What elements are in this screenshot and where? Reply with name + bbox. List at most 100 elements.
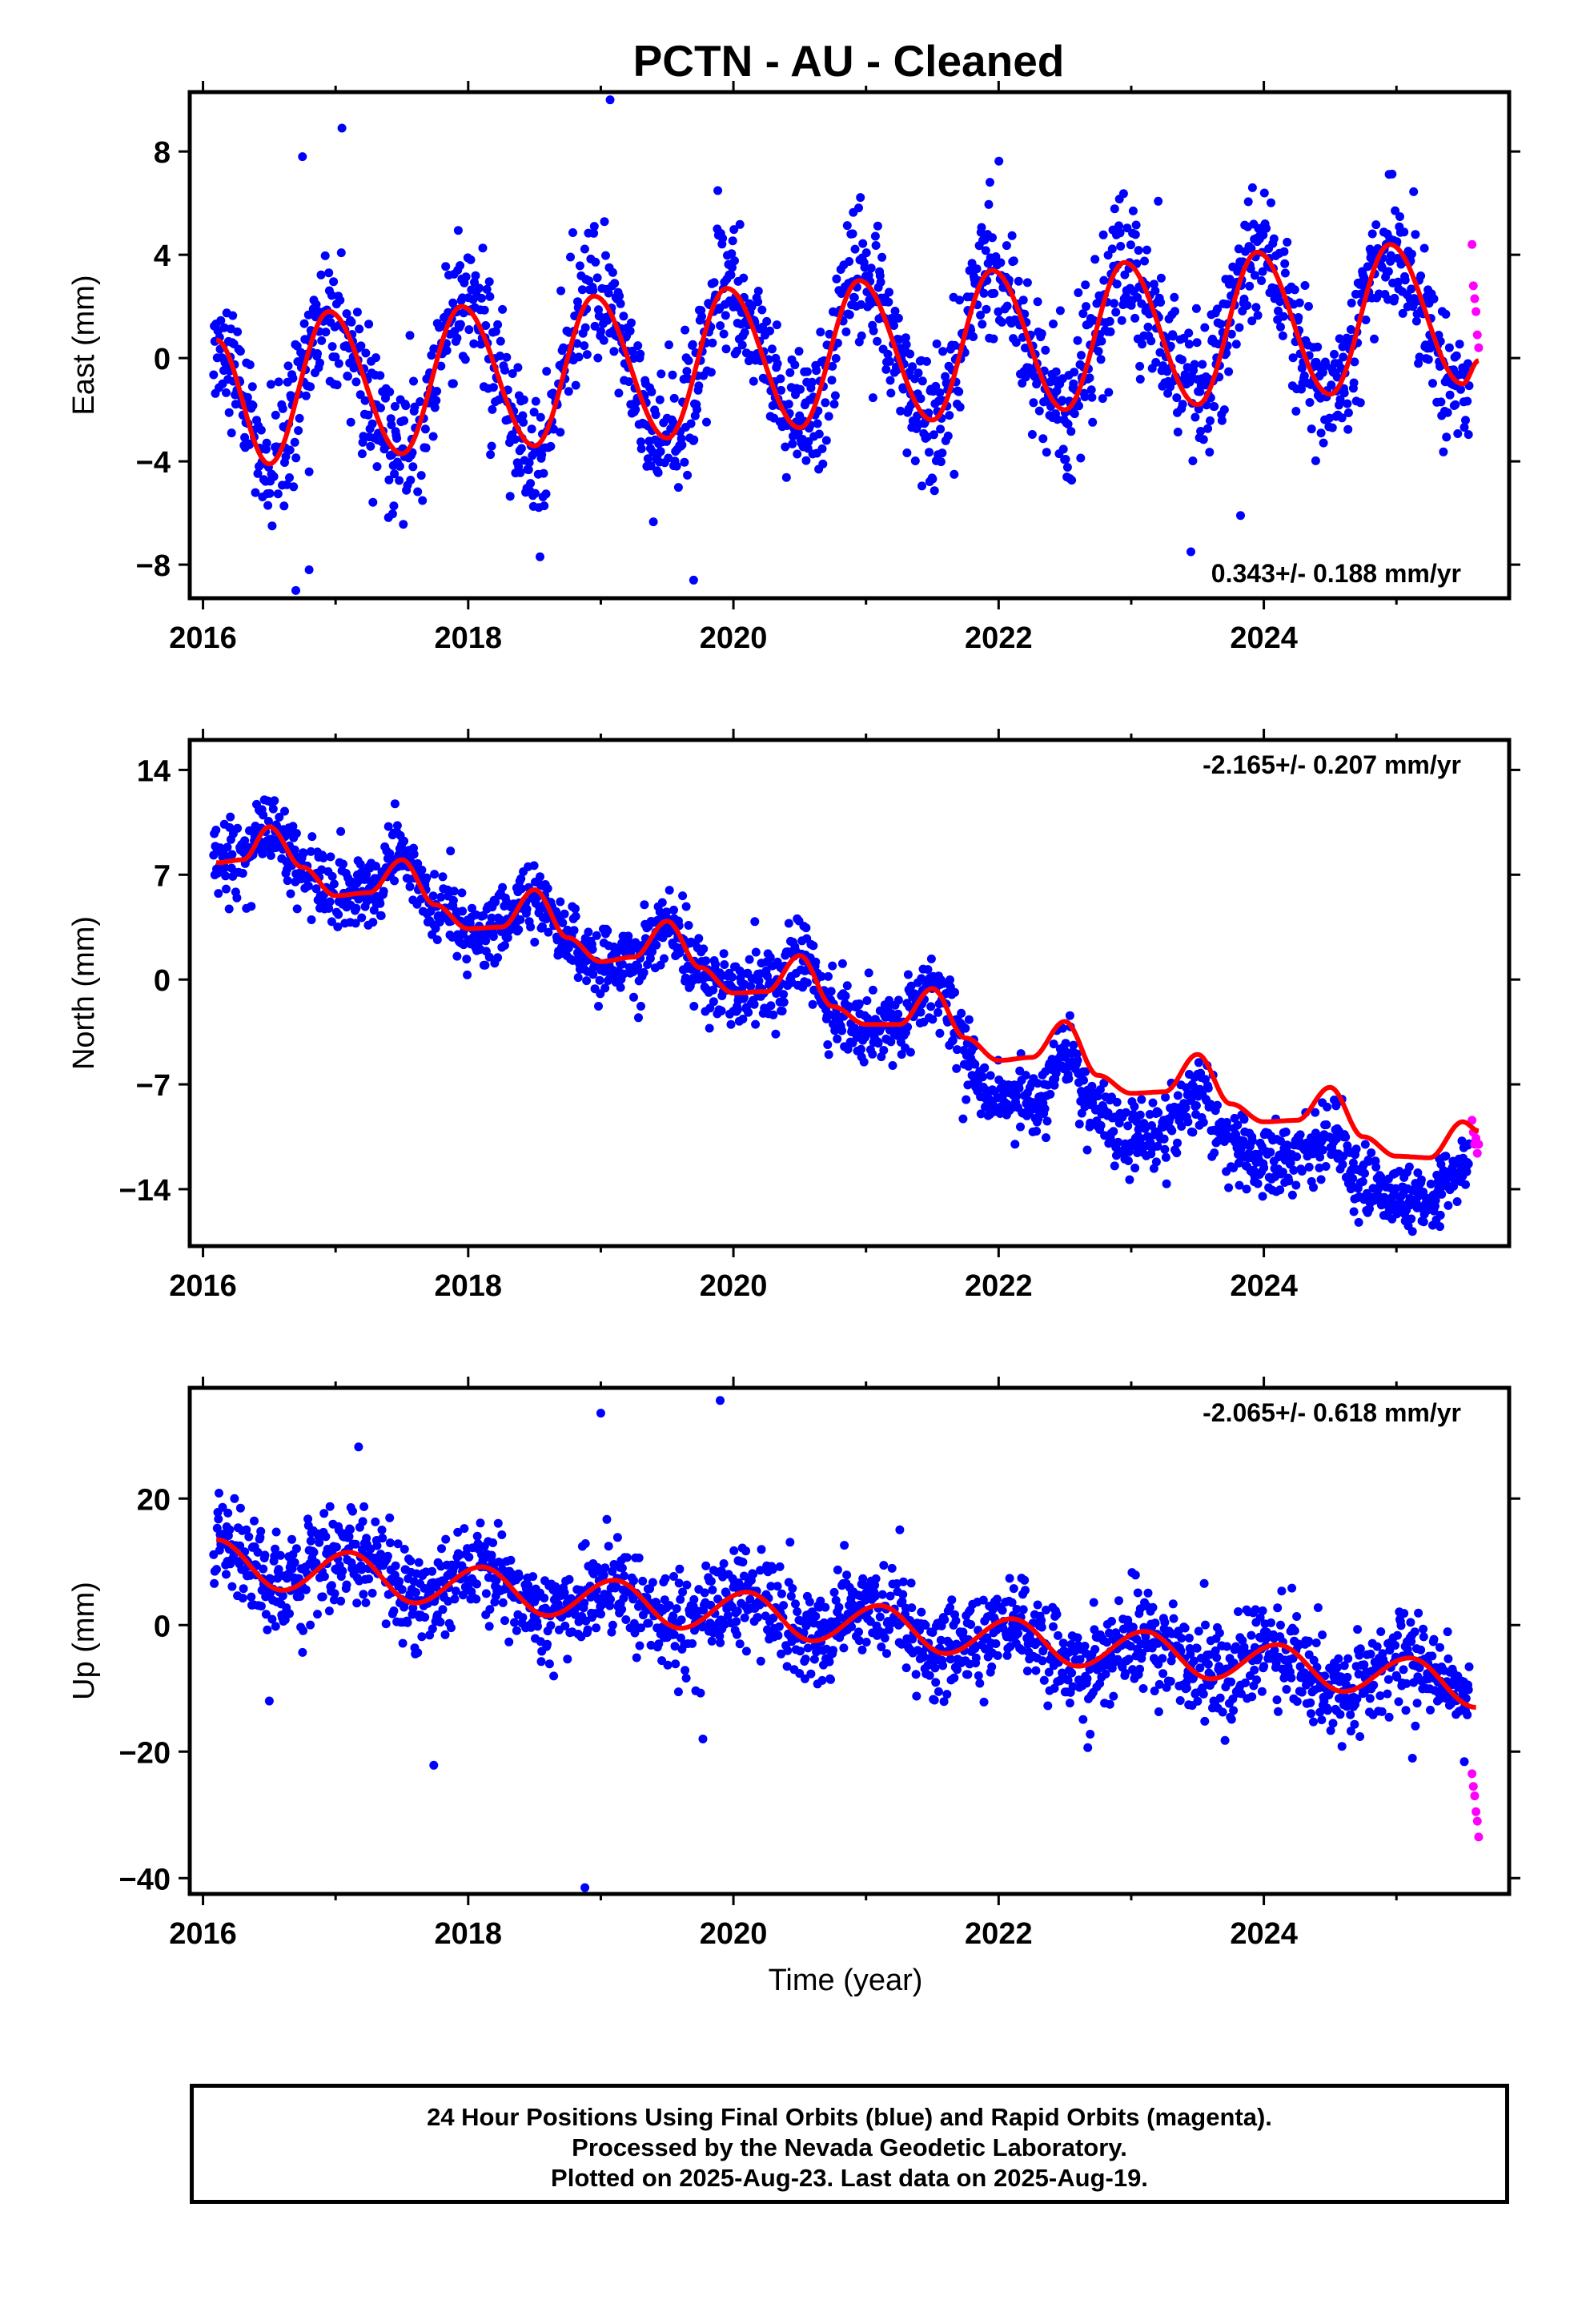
east-final-point bbox=[740, 328, 749, 337]
north-final-point bbox=[438, 872, 448, 882]
east-final-point bbox=[1390, 293, 1399, 303]
north-final-point bbox=[744, 1007, 753, 1017]
up-final-point bbox=[327, 1581, 336, 1590]
east-final-point bbox=[1166, 341, 1175, 351]
east-final-point bbox=[1134, 246, 1143, 255]
north-final-point bbox=[436, 892, 446, 902]
up-final-point bbox=[665, 1601, 674, 1610]
north-final-point bbox=[926, 1002, 936, 1011]
up-final-point bbox=[620, 1571, 629, 1581]
east-final-point bbox=[1073, 336, 1082, 345]
east-final-point bbox=[498, 304, 508, 314]
east-final-point bbox=[486, 450, 496, 460]
east-rapid-point bbox=[1470, 294, 1480, 304]
east-final-point bbox=[263, 501, 273, 510]
east-final-point bbox=[885, 356, 894, 366]
up-final-point bbox=[385, 1538, 395, 1548]
north-final-point bbox=[214, 889, 223, 899]
east-final-point bbox=[1076, 453, 1086, 463]
up-final-point bbox=[406, 1556, 416, 1566]
up-final-point bbox=[395, 1577, 404, 1586]
north-final-point bbox=[1413, 1168, 1423, 1177]
up-final-point bbox=[378, 1534, 387, 1543]
up-final-point bbox=[749, 1570, 758, 1579]
north-final-point bbox=[449, 887, 459, 896]
east-outlier-point bbox=[304, 565, 314, 575]
north-final-point bbox=[808, 999, 817, 1009]
up-final-point bbox=[403, 1618, 412, 1627]
up-final-point bbox=[834, 1602, 844, 1612]
north-final-point bbox=[448, 895, 458, 905]
east-final-point bbox=[1116, 242, 1126, 251]
up-final-point bbox=[663, 1660, 673, 1670]
up-final-point bbox=[210, 1578, 219, 1588]
north-final-point bbox=[1464, 1159, 1473, 1168]
east-final-point bbox=[1407, 284, 1416, 294]
north-final-point bbox=[961, 1023, 970, 1033]
north-final-point bbox=[811, 957, 821, 967]
north-final-point bbox=[275, 812, 284, 822]
up-final-point bbox=[879, 1561, 889, 1570]
east-final-point bbox=[580, 244, 589, 254]
up-final-point bbox=[931, 1678, 941, 1687]
east-final-point bbox=[1280, 259, 1290, 268]
east-final-point bbox=[1106, 327, 1115, 336]
east-final-point bbox=[364, 320, 374, 329]
east-final-point bbox=[315, 358, 324, 368]
north-final-point bbox=[390, 876, 400, 886]
north-final-point bbox=[1123, 1156, 1133, 1165]
east-final-point bbox=[1253, 311, 1263, 320]
east-final-point bbox=[1041, 345, 1050, 355]
north-final-point bbox=[888, 1061, 897, 1070]
east-final-point bbox=[680, 457, 689, 467]
north-final-point bbox=[967, 1071, 977, 1080]
east-final-point bbox=[893, 313, 903, 323]
east-final-point bbox=[747, 302, 757, 312]
east-final-point bbox=[399, 520, 408, 529]
east-outlier-point bbox=[689, 575, 698, 585]
up-final-point bbox=[775, 1562, 785, 1571]
east-final-point bbox=[816, 328, 825, 337]
up-final-point bbox=[376, 1550, 385, 1559]
east-final-point bbox=[290, 437, 299, 447]
east-final-point bbox=[1074, 401, 1083, 411]
east-final-point bbox=[726, 270, 736, 279]
up-final-point bbox=[861, 1638, 871, 1647]
up-final-point bbox=[238, 1594, 247, 1603]
up-final-point bbox=[225, 1525, 235, 1534]
east-final-point bbox=[972, 264, 982, 274]
north-final-point bbox=[334, 910, 343, 919]
north-final-point bbox=[1033, 1079, 1042, 1088]
east-final-point bbox=[488, 404, 497, 414]
up-final-point bbox=[391, 1561, 400, 1570]
east-final-point bbox=[624, 377, 634, 387]
north-final-point bbox=[247, 902, 256, 911]
up-final-point bbox=[441, 1534, 451, 1544]
east-final-point bbox=[1304, 302, 1313, 311]
east-final-point bbox=[376, 403, 385, 412]
up-final-point bbox=[510, 1618, 519, 1627]
east-final-point bbox=[619, 312, 628, 321]
up-final-orbit-points bbox=[209, 1396, 1484, 1892]
east-final-point bbox=[487, 441, 496, 451]
north-final-point bbox=[569, 926, 579, 935]
east-final-point bbox=[1419, 243, 1429, 253]
east-y-tick-label: 4 bbox=[154, 239, 171, 273]
up-final-point bbox=[681, 1674, 691, 1683]
up-final-point bbox=[436, 1618, 445, 1627]
north-final-point bbox=[1441, 1152, 1451, 1161]
up-final-point bbox=[488, 1538, 498, 1547]
east-final-point bbox=[1087, 392, 1097, 402]
east-final-point bbox=[636, 349, 645, 359]
east-final-point bbox=[1097, 336, 1106, 346]
east-final-point bbox=[1103, 251, 1113, 260]
east-final-point bbox=[1168, 332, 1178, 341]
east-final-point bbox=[1445, 390, 1455, 400]
up-final-point bbox=[945, 1638, 954, 1648]
east-final-point bbox=[482, 284, 492, 294]
north-final-point bbox=[1395, 1167, 1404, 1176]
up-final-point bbox=[925, 1671, 934, 1680]
east-final-point bbox=[936, 457, 946, 467]
east-final-point bbox=[1216, 320, 1226, 329]
